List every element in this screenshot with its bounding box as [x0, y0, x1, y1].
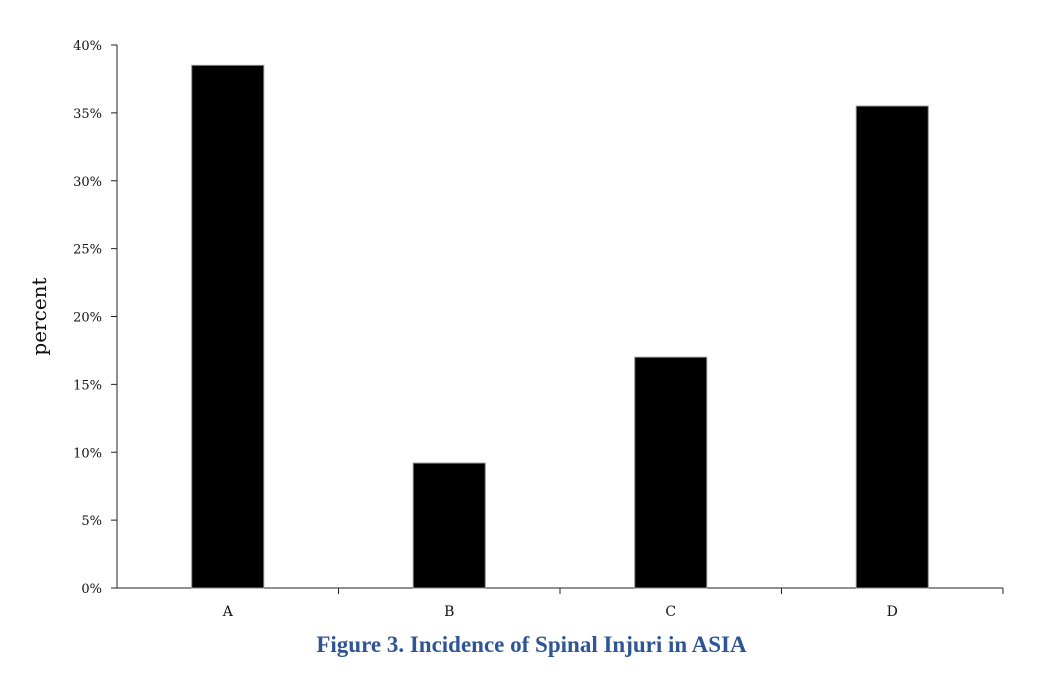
figure-caption: Figure 3. Incidence of Spinal Injuri in …: [316, 632, 747, 657]
x-tick-label: C: [665, 604, 676, 620]
x-tick-label: B: [444, 604, 454, 620]
y-tick-label: 25%: [73, 243, 102, 258]
y-axis-title: percent: [27, 277, 51, 355]
y-tick-label: 40%: [73, 39, 102, 54]
bar-d: [855, 105, 929, 589]
y-tick-label: 5%: [81, 514, 102, 529]
y-tick-label: 10%: [73, 446, 102, 461]
bar-c: [634, 356, 708, 589]
y-tick-label: 20%: [73, 311, 102, 326]
x-tick-label: D: [887, 604, 898, 620]
y-tick-label: 0%: [81, 582, 102, 597]
y-tick-label: 15%: [73, 378, 102, 393]
bar-b: [412, 462, 486, 589]
bar-a: [191, 64, 265, 589]
x-tick-label: A: [222, 604, 234, 620]
y-tick-label: 35%: [73, 107, 102, 122]
y-tick-label: 30%: [73, 175, 102, 190]
